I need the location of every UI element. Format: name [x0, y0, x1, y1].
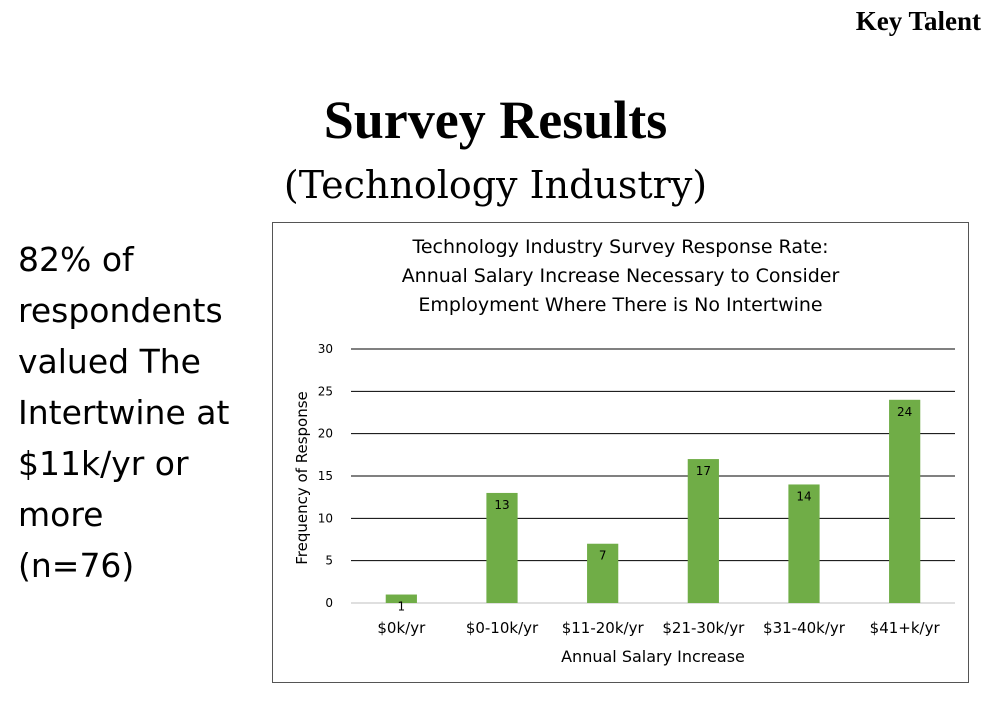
summary-line: $11k/yr or [18, 444, 189, 483]
summary-line: respondents [18, 291, 223, 330]
corner-label: Key Talent [855, 6, 981, 36]
chart-title-line: Technology Industry Survey Response Rate… [412, 236, 829, 258]
x-tick-label: $21-30k/yr [662, 619, 745, 637]
y-tick-label: 25 [318, 384, 333, 398]
summary-line: valued The [18, 342, 201, 381]
data-label: 14 [796, 489, 811, 503]
x-tick-label: $31-40k/yr [763, 619, 846, 637]
y-tick-label: 5 [325, 554, 333, 568]
bar [788, 484, 820, 603]
data-label: 24 [897, 405, 912, 419]
x-tick-label: $0k/yr [377, 619, 426, 637]
summary-line: 82% of [18, 240, 134, 279]
y-tick-label: 30 [318, 342, 333, 356]
y-axis-title: Frequency of Response [293, 391, 311, 565]
chart-title-line: Employment Where There is No Intertwine [418, 294, 823, 316]
y-tick-label: 0 [325, 596, 333, 610]
bar [486, 492, 518, 603]
y-tick-label: 15 [318, 469, 333, 483]
bar [889, 399, 921, 603]
y-tick-label: 10 [318, 511, 333, 525]
data-label: 17 [696, 464, 711, 478]
bar [687, 459, 719, 603]
bar [587, 543, 619, 603]
summary-line: (n=76) [18, 546, 135, 585]
chart-title: Technology Industry Survey Response Rate… [273, 233, 968, 320]
x-axis-title: Annual Salary Increase [561, 647, 745, 666]
summary-line: more [18, 495, 104, 534]
slide-subtitle: (Technology Industry) [283, 163, 708, 207]
data-label: 1 [398, 600, 406, 614]
bar-chart: 0 5 10 15 20 25 30 1 $0k/yr 13 $0-10k/yr 7 $11-20k/y… [293, 342, 955, 666]
data-label: 13 [494, 498, 509, 512]
summary-text: 82% of respondents valued The Intertwine… [18, 234, 264, 591]
y-tick-label: 20 [318, 427, 333, 441]
chart-frame: Technology Industry Survey Response Rate… [272, 222, 969, 683]
bar [385, 594, 417, 603]
x-tick-label: $11-20k/yr [562, 619, 645, 637]
slide-title: Survey Results [323, 90, 668, 150]
chart-title-line: Annual Salary Increase Necessary to Cons… [401, 265, 840, 287]
summary-line: Intertwine at [18, 393, 230, 432]
x-tick-label: $0-10k/yr [466, 619, 539, 637]
data-label: 7 [599, 549, 607, 563]
x-tick-label: $41+k/yr [870, 619, 941, 637]
